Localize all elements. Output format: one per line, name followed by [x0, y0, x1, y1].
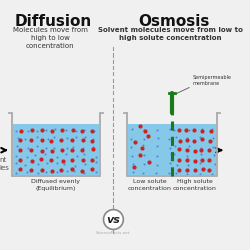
Text: Diffusion: Diffusion — [14, 14, 92, 29]
Text: Solvent molecules move from low to
high solute concentration: Solvent molecules move from low to high … — [98, 27, 242, 41]
Text: High solute
concentration: High solute concentration — [172, 179, 216, 190]
Text: vs: vs — [106, 214, 120, 224]
Bar — [12, 124, 99, 176]
Bar — [128, 124, 216, 176]
Text: nt
les: nt les — [0, 156, 9, 170]
Text: Low solute
concentration: Low solute concentration — [128, 179, 171, 190]
Text: ScienceFacts.net: ScienceFacts.net — [96, 231, 130, 235]
Circle shape — [104, 210, 123, 230]
Text: Semipermeable
membrane: Semipermeable membrane — [193, 75, 232, 86]
Text: Molecules move from
high to low
concentration: Molecules move from high to low concentr… — [13, 27, 88, 49]
Text: Osmosis: Osmosis — [138, 14, 210, 29]
Text: Diffused evenly
(Equilibrium): Diffused evenly (Equilibrium) — [31, 179, 80, 190]
